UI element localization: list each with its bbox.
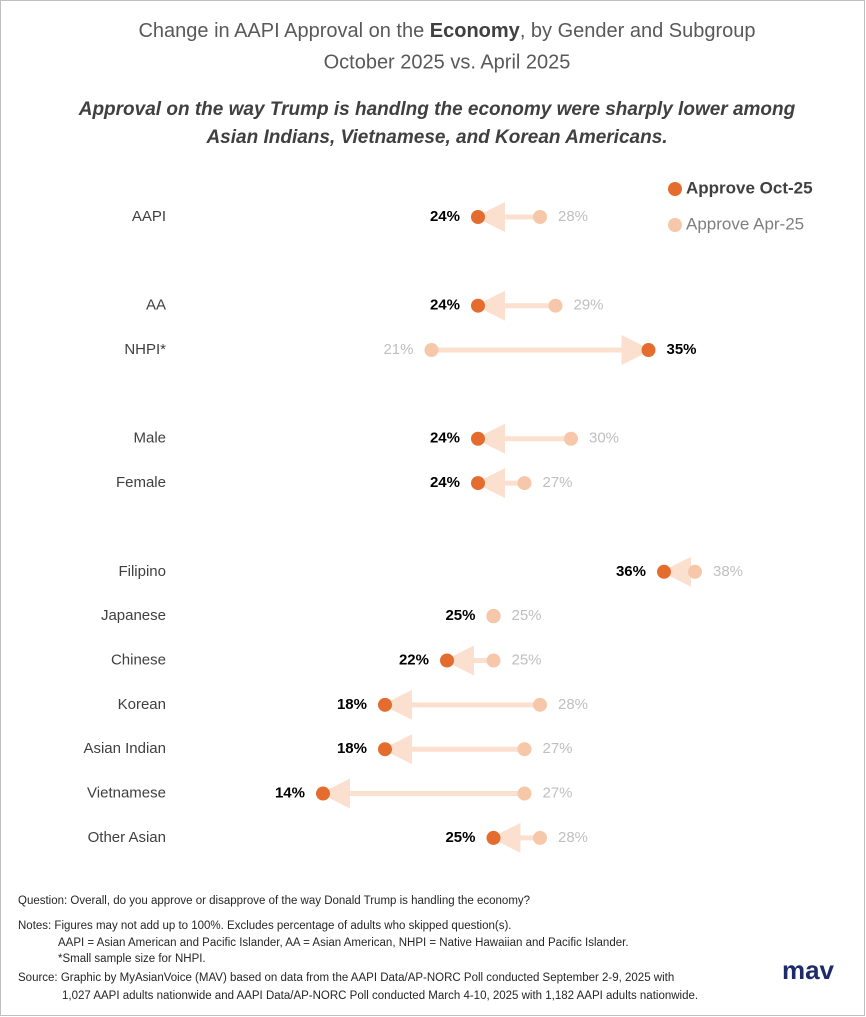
chart-title: Change in AAPI Approval on the Economy, … [138,20,755,42]
value-label: 24% [430,208,460,225]
dot-apr [533,697,547,712]
category-label: AAPI [132,208,166,225]
dot-oct [440,653,454,668]
dot-apr [548,298,563,313]
dot-apr [424,343,439,358]
dot-oct [641,343,656,358]
legend-label: Approve Oct-25 [686,178,813,197]
title-part: Change in AAPI Approval on the [138,20,429,42]
title-part: Economy [430,20,521,42]
value-label: 27% [543,474,573,491]
dot-oct [657,564,671,579]
value-label: 21% [383,341,413,358]
dot-apr [688,564,702,579]
note: Notes: Figures may not add up to 100%. E… [18,920,512,932]
dot-apr [533,830,547,845]
category-label: Chinese [111,651,166,668]
chart-subtitle: October 2025 vs. April 2025 [324,51,571,73]
category-label: Japanese [101,607,166,624]
value-label: 30% [589,430,619,447]
value-label: 25% [512,651,542,668]
value-label: 24% [430,297,460,314]
value-label: 28% [558,829,588,846]
note: AAPI = Asian American and Pacific Island… [58,937,629,949]
value-label: 14% [275,785,305,802]
category-label: Other Asian [88,829,166,846]
dot-apr [533,210,547,224]
value-label: 38% [713,563,743,580]
value-label: 28% [558,696,588,713]
dot-apr [486,653,501,668]
value-label: 27% [543,740,573,757]
category-label: Vietnamese [87,785,166,802]
category-label: Female [116,474,166,491]
dot-oct [471,298,485,313]
dot-oct [471,210,485,224]
annotation: Asian Indians, Vietnamese, and Korean Am… [205,127,667,148]
value-label: 18% [337,740,367,757]
value-label: 25% [445,829,475,846]
category-label: Filipino [118,563,166,580]
value-label: 22% [399,651,429,668]
dot-oct [378,697,392,712]
note: Question: Overall, do you approve or dis… [18,895,530,907]
dot-apr [564,431,578,446]
dot-apr [486,609,501,624]
value-label: 29% [574,297,604,314]
dot-apr [517,476,532,491]
value-label: 24% [430,474,460,491]
value-label: 24% [430,430,460,447]
category-label: Asian Indian [83,740,166,757]
value-label: 36% [616,563,646,580]
value-label: 27% [543,785,573,802]
dot-oct [378,742,392,757]
value-label: 25% [445,607,475,624]
dot-oct [486,830,501,845]
legend-swatch [668,182,682,196]
note: Source: Graphic by MyAsianVoice (MAV) ba… [18,972,674,984]
value-label: 25% [512,607,542,624]
title-part: , by Gender and Subgroup [520,20,756,42]
category-label: Male [133,430,166,447]
category-label: AA [146,297,166,314]
dot-apr [517,742,532,757]
note: 1,027 AAPI adults nationwide and AAPI Da… [62,990,698,1002]
dot-oct [471,431,485,446]
category-label: Korean [118,696,166,713]
value-label: 35% [667,341,697,358]
legend-label: Approve Apr-25 [686,214,804,233]
note: *Small sample size for NHPI. [58,953,206,965]
value-label: 18% [337,696,367,713]
dot-oct [316,786,330,801]
logo: mav [782,955,835,985]
annotation: Approval on the way Trump is handlng the… [78,99,796,120]
category-label: NHPI* [124,341,166,358]
legend-swatch [668,218,682,232]
dot-oct [471,476,485,491]
value-label: 28% [558,208,588,225]
dot-apr [517,786,532,801]
